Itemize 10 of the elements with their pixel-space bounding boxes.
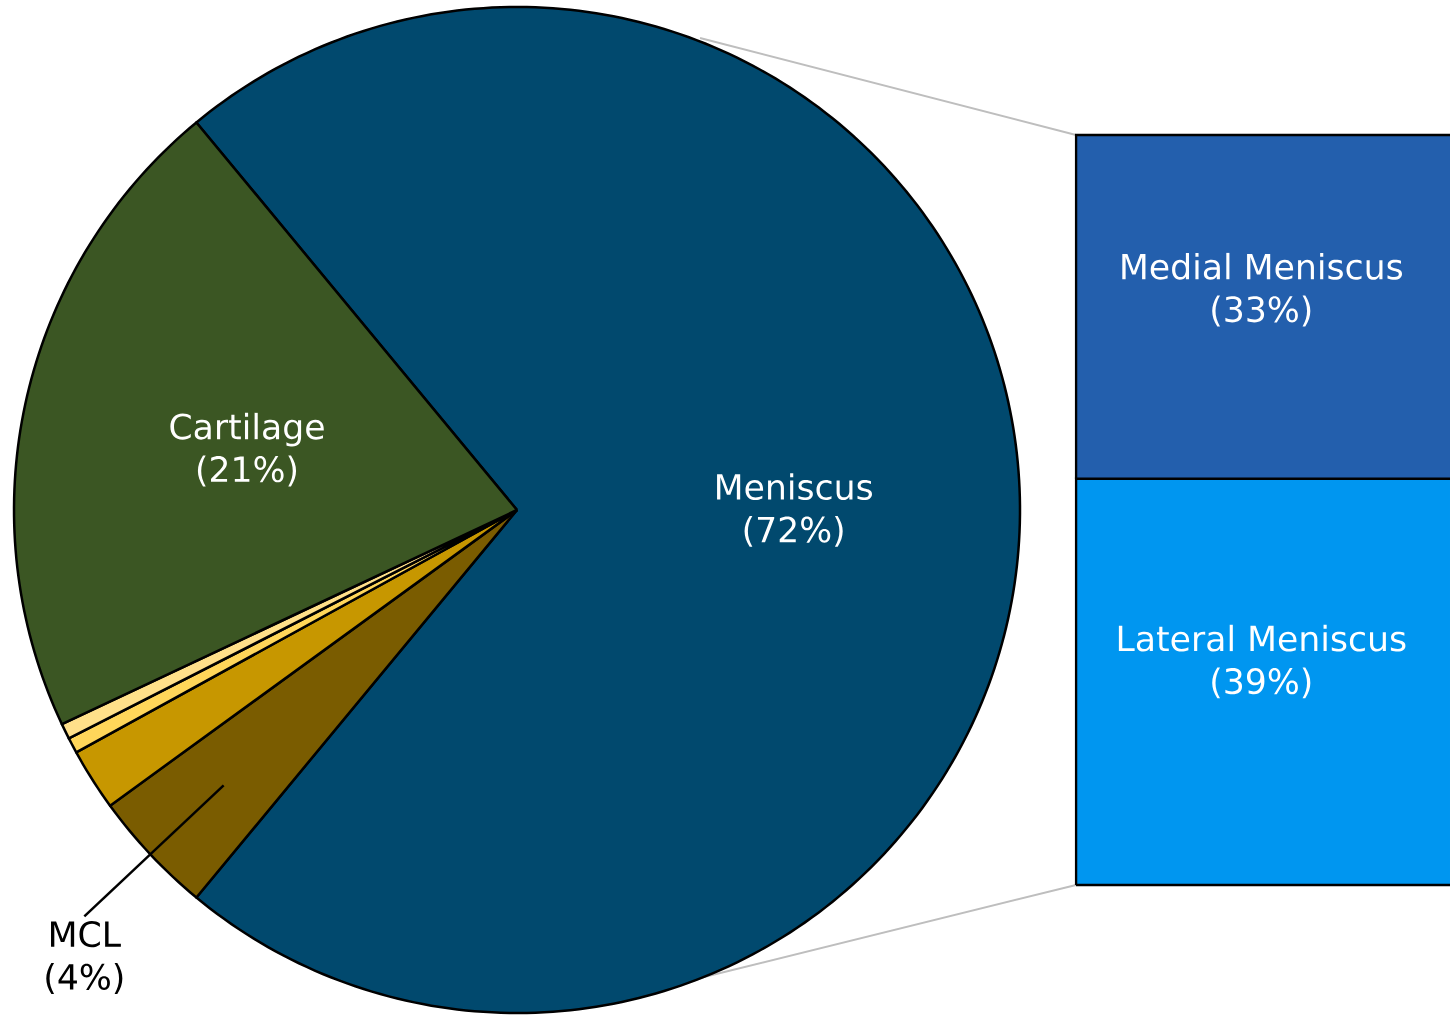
series-label: Medial Meniscus bbox=[1122, 252, 1403, 280]
data-label: (21%) bbox=[197, 455, 297, 487]
slice-label: Cartilage bbox=[170, 412, 324, 447]
slice-label: MCL bbox=[51, 921, 121, 948]
series-label: Lateral Meniscus bbox=[1118, 624, 1406, 652]
data-label: (39%) bbox=[1212, 667, 1311, 699]
data-label: (33%) bbox=[1212, 295, 1311, 327]
slice-label: Meniscus bbox=[717, 473, 872, 501]
data-label: (4%) bbox=[46, 963, 123, 994]
data-label: (72%) bbox=[744, 515, 843, 547]
